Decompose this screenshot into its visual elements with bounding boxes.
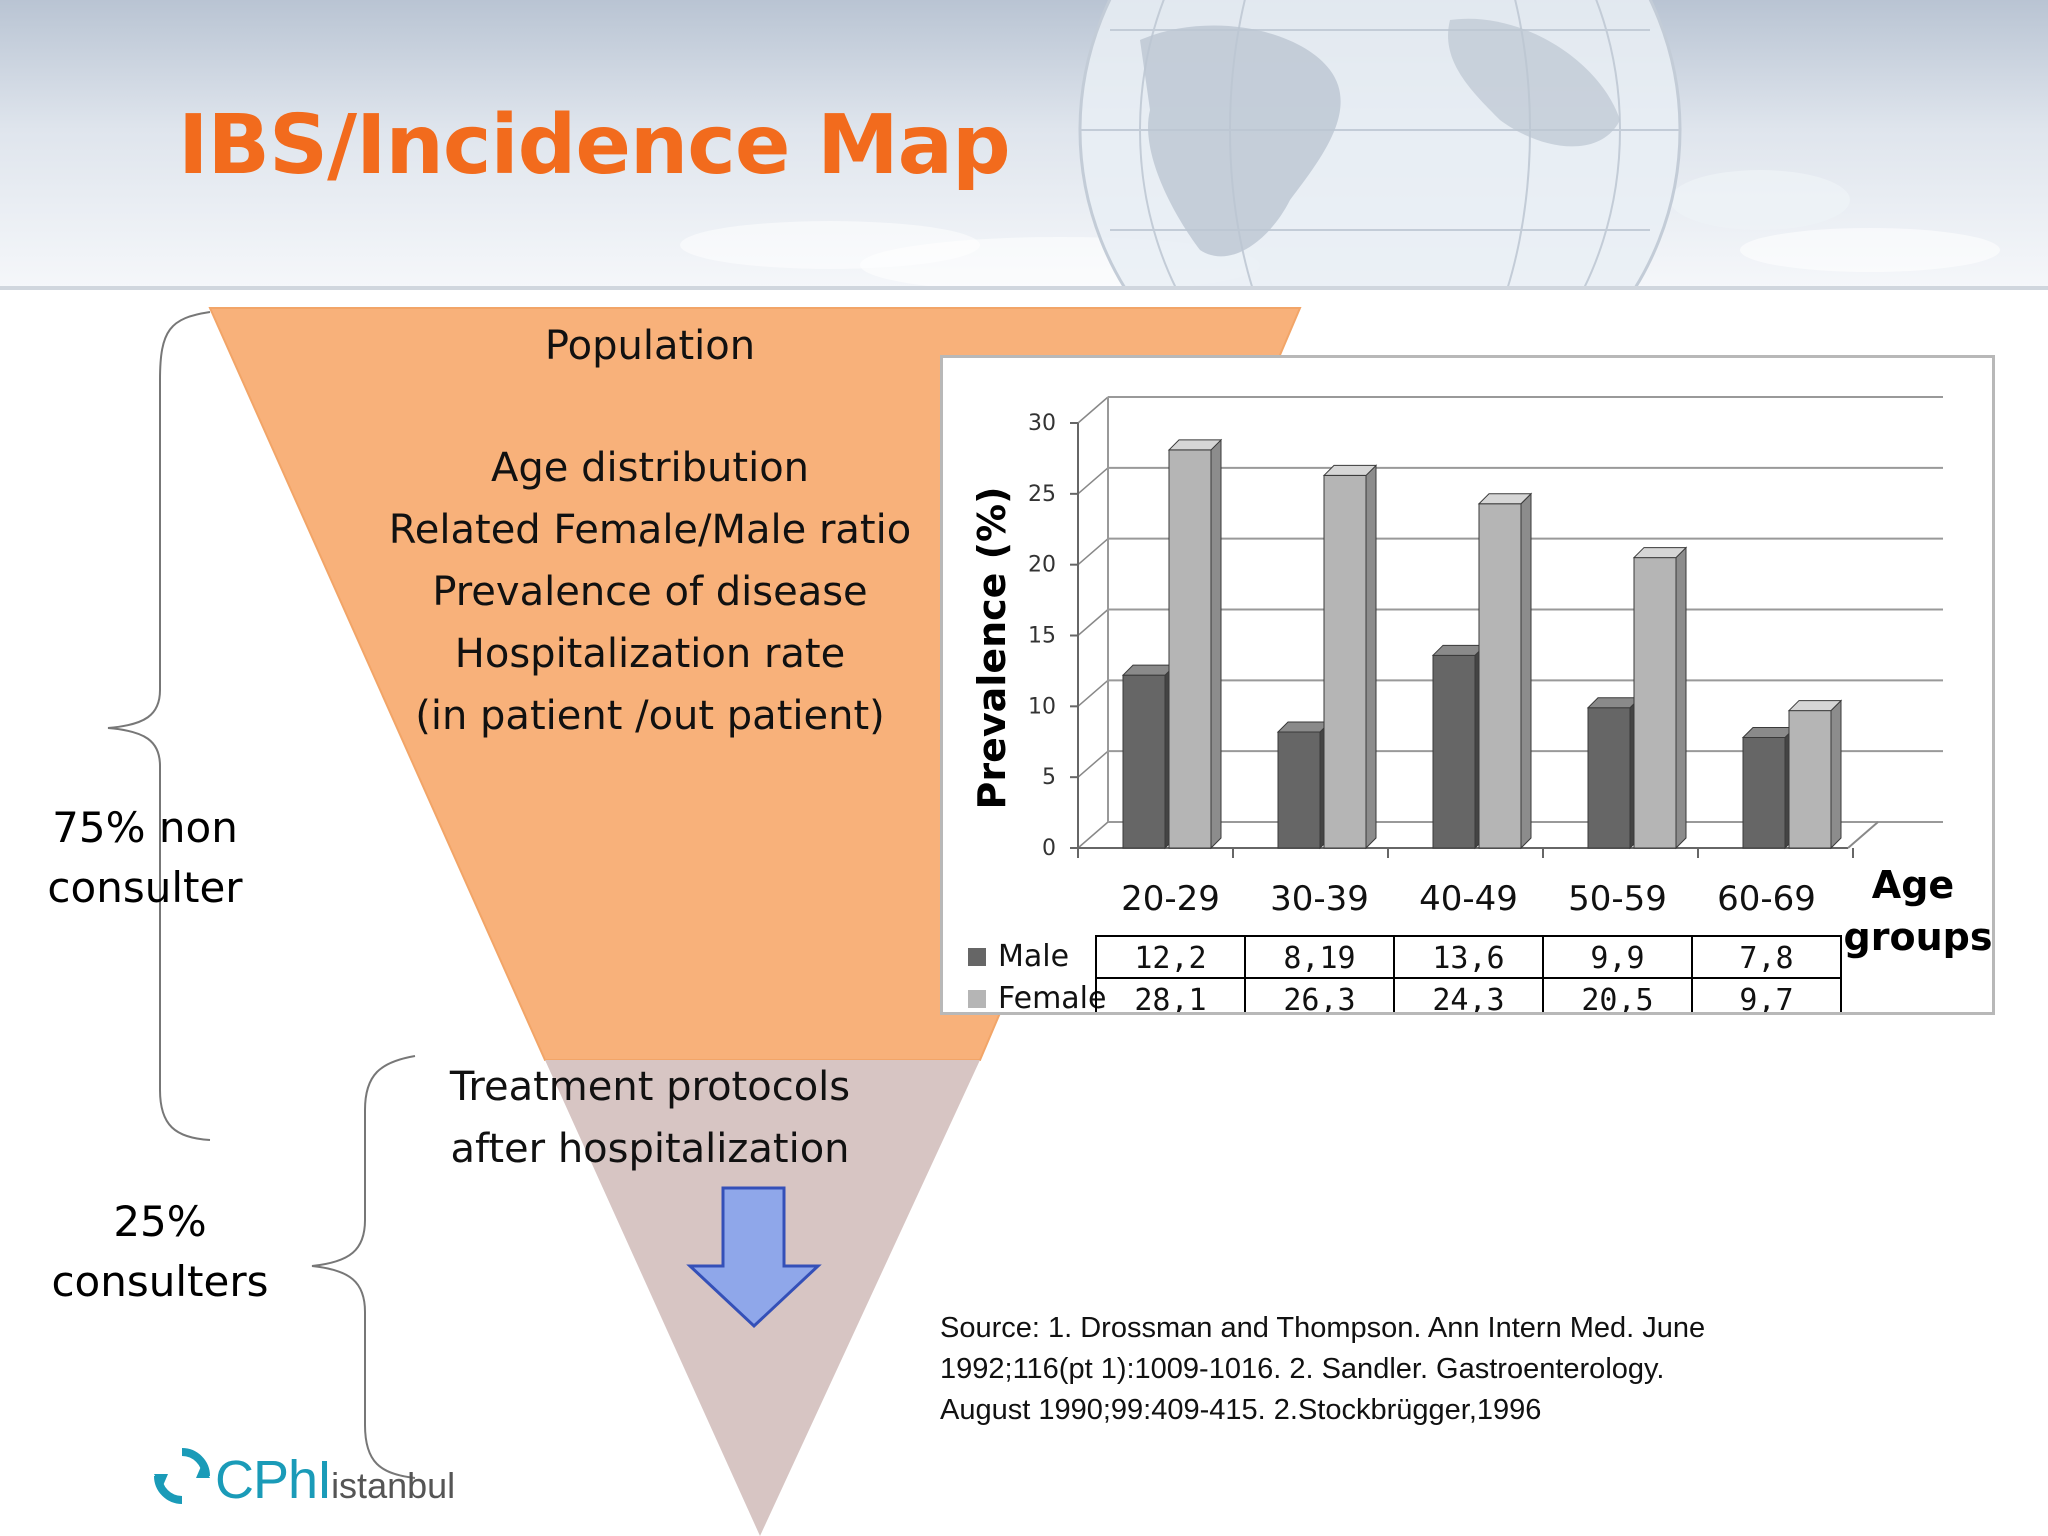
logo-city: istanbul: [331, 1465, 456, 1506]
prevalence-bar-chart: 0 5 10 15 20 25 30 Prevalence (%) 20-29 30-39 40-4…: [968, 396, 1992, 1021]
bar-top-female-40-49: [1477, 493, 1533, 505]
y-tick-label: 20: [1028, 553, 1056, 578]
bar-top-male-20-29: [1121, 664, 1177, 676]
bar-male-50-59: [1587, 707, 1631, 849]
logo-brand: CPhI: [215, 1450, 332, 1510]
funnel-line-prevalence: Prevalence of disease: [432, 569, 868, 615]
funnel-line-population: Population: [544, 323, 756, 369]
cphi-logo-icon: [154, 1448, 210, 1504]
label-consulters: 25% consulters: [30, 1192, 290, 1312]
bar-top-female-50-59: [1632, 547, 1688, 559]
legend-label-male: Male: [998, 939, 1069, 974]
y-tick-label: 30: [1028, 411, 1056, 436]
funnel-line-after: after hospitalization: [450, 1126, 850, 1172]
x-axis-label-line1: Age: [1872, 863, 1954, 907]
legend-label-female: Female: [998, 981, 1106, 1012]
bar-top-female-20-29: [1167, 439, 1223, 451]
x-axis-label-line2: groups: [1844, 915, 1992, 959]
y-tick-label: 25: [1028, 482, 1056, 507]
y-tick-label: 5: [1042, 765, 1056, 790]
bar-female-20-29: [1168, 449, 1212, 849]
bar-male-20-29: [1122, 674, 1166, 849]
data-label-female-20-29: 28,1: [1134, 983, 1206, 1012]
funnel-line-hospitalization: Hospitalization rate: [454, 631, 846, 677]
bar-side-female-20-29: [1210, 438, 1222, 850]
data-label-male-20-29: 12,2: [1134, 941, 1206, 976]
data-label-male-50-59: 9,9: [1590, 941, 1644, 976]
grid-diagonal: [1077, 608, 1109, 637]
data-label-female-30-39: 26,3: [1283, 983, 1355, 1012]
grid-diagonal: [1077, 396, 1109, 424]
source-line-2: 1992;116(pt 1):1009-1016. 2. Sandler. Ga…: [940, 1353, 1665, 1385]
funnel-line-age: Age distribution: [490, 445, 810, 491]
funnel-line-inout: (in patient /out patient): [415, 693, 885, 739]
brace-non-consulter: [107, 311, 211, 1141]
down-arrow-icon: [686, 1186, 822, 1329]
grid-diagonal: [1077, 750, 1109, 778]
bar-side-female-60-69: [1830, 699, 1842, 850]
bar-side-female-30-39: [1365, 464, 1377, 850]
x-tick-label-20-29: 20-29: [1121, 879, 1220, 919]
bar-top-female-30-39: [1322, 464, 1378, 476]
y-tick-label: 15: [1028, 624, 1056, 649]
label-consulters-line2: consulters: [51, 1257, 269, 1306]
cphi-logo-text: CPhIistanbul: [215, 1449, 455, 1511]
slide-title: IBS/Incidence Map: [178, 98, 1011, 193]
data-label-male-60-69: 7,8: [1739, 941, 1793, 976]
bar-female-40-49: [1478, 503, 1522, 849]
legend-swatch-male: [968, 948, 986, 966]
funnel-bottom-text: Treatment protocols after hospitalizatio…: [390, 1056, 910, 1180]
data-label-female-60-69: 9,7: [1739, 983, 1793, 1012]
y-axis-label: Prevalence (%): [970, 487, 1014, 810]
funnel-line-treatment: Treatment protocols: [449, 1064, 851, 1110]
data-label-male-30-39: 8,19: [1283, 941, 1355, 976]
legend-swatch-female: [968, 990, 986, 1008]
funnel-top-text: Population Age distribution Related Fema…: [330, 315, 970, 747]
bar-male-40-49: [1432, 654, 1476, 849]
bar-female-50-59: [1633, 557, 1677, 849]
floor-edge: [1847, 821, 1879, 849]
bar-top-male-50-59: [1586, 697, 1642, 709]
header-divider: [0, 286, 2048, 290]
brace-consulters: [311, 1055, 416, 1479]
bar-top-male-60-69: [1741, 727, 1797, 738]
x-tick-label-40-49: 40-49: [1419, 879, 1518, 919]
bar-top-male-40-49: [1431, 644, 1487, 656]
bar-male-30-39: [1277, 731, 1321, 849]
grid-diagonal: [1077, 467, 1109, 495]
data-label-female-40-49: 24,3: [1432, 983, 1504, 1012]
source-line-3: August 1990;99:409-415. 2.Stockbrügger,1…: [940, 1394, 1542, 1426]
label-consulters-line1: 25%: [113, 1197, 207, 1246]
label-non-consulter: 75% non consulter: [20, 798, 270, 918]
label-non-consulter-line2: consulter: [47, 863, 243, 912]
funnel-line-ratio: Related Female/Male ratio: [388, 507, 912, 553]
globe-pills-illustration: [680, 0, 2000, 288]
prevalence-chart-panel: 0 5 10 15 20 25 30 Prevalence (%) 20-29 30-39 40-4…: [940, 355, 1995, 1021]
bar-top-male-30-39: [1276, 721, 1332, 733]
x-tick-label-30-39: 30-39: [1270, 879, 1369, 919]
funnel-line-blank: [330, 377, 970, 437]
bar-male-60-69: [1742, 737, 1786, 849]
grid-diagonal: [1077, 679, 1109, 707]
data-label-female-50-59: 20,5: [1581, 983, 1653, 1012]
x-tick-label-50-59: 50-59: [1568, 879, 1667, 919]
grid-diagonal: [1077, 821, 1109, 849]
bar-female-30-39: [1323, 474, 1367, 849]
header-banner: IBS/Incidence Map: [0, 0, 2048, 288]
label-non-consulter-line1: 75% non: [52, 803, 238, 852]
x-tick-label-60-69: 60-69: [1717, 879, 1816, 919]
bar-side-female-40-49: [1520, 492, 1532, 850]
y-tick-label: 10: [1028, 694, 1056, 719]
bar-female-60-69: [1788, 710, 1832, 849]
source-line-1: Source: 1. Drossman and Thompson. Ann In…: [940, 1312, 1706, 1344]
bar-side-female-50-59: [1675, 546, 1687, 850]
bar-top-female-60-69: [1787, 700, 1843, 712]
y-tick-label: 0: [1042, 836, 1056, 861]
grid-diagonal: [1077, 538, 1109, 566]
data-label-male-40-49: 13,6: [1432, 941, 1504, 976]
source-citation: Source: 1. Drossman and Thompson. Ann In…: [940, 1308, 1800, 1431]
